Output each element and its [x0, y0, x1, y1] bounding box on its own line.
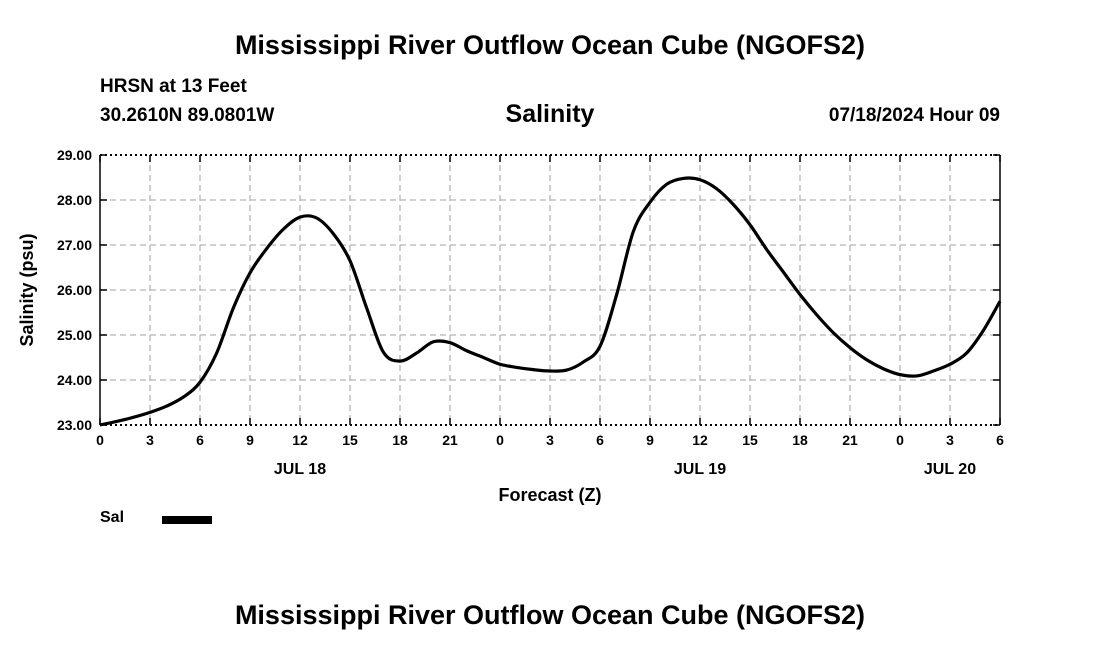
x-tick-label: 15	[742, 432, 758, 448]
date-label: JUL 19	[674, 461, 726, 478]
y-tick-label: 27.00	[57, 237, 92, 253]
y-tick-label: 25.00	[57, 327, 92, 343]
y-tick-label: 28.00	[57, 192, 92, 208]
x-tick-label: 6	[996, 432, 1004, 448]
variable-title: Salinity	[505, 100, 595, 128]
x-tick-label: 15	[342, 432, 358, 448]
x-tick-label: 3	[946, 432, 954, 448]
main-title: Mississippi River Outflow Ocean Cube (NG…	[234, 30, 866, 60]
forecast-datetime: 07/18/2024 Hour 09	[828, 105, 1000, 126]
legend-swatch	[162, 516, 212, 524]
bottom-title: Mississippi River Outflow Ocean Cube (NG…	[234, 600, 866, 630]
x-tick-label: 3	[546, 432, 554, 448]
x-tick-label: 0	[96, 432, 104, 448]
x-tick-label: 3	[146, 432, 154, 448]
y-tick-label: 24.00	[57, 372, 92, 388]
x-tick-label: 18	[392, 432, 408, 448]
x-tick-label: 12	[692, 432, 708, 448]
x-tick-label: 9	[646, 432, 654, 448]
x-tick-label: 0	[896, 432, 904, 448]
x-tick-label: 0	[496, 432, 504, 448]
x-tick-label: 6	[196, 432, 204, 448]
x-tick-label: 9	[246, 432, 254, 448]
legend-label: Sal	[100, 509, 125, 526]
y-tick-label: 23.00	[57, 417, 92, 433]
x-axis-title: Forecast (Z)	[498, 485, 601, 505]
x-tick-label: 21	[442, 432, 458, 448]
y-tick-label: 26.00	[57, 282, 92, 298]
date-label: JUL 18	[274, 461, 326, 478]
y-tick-label: 29.00	[57, 147, 92, 163]
x-tick-label: 6	[596, 432, 604, 448]
station-label: HRSN at 13 Feet	[100, 76, 247, 97]
date-label: JUL 20	[924, 461, 976, 478]
x-tick-label: 18	[792, 432, 808, 448]
series-line-sal	[99, 176, 1002, 427]
x-tick-label: 21	[842, 432, 858, 448]
station-coordinates: 30.2610N 89.0801W	[100, 105, 275, 126]
y-axis-title: Salinity (psu)	[17, 233, 37, 346]
x-tick-label: 12	[292, 432, 308, 448]
